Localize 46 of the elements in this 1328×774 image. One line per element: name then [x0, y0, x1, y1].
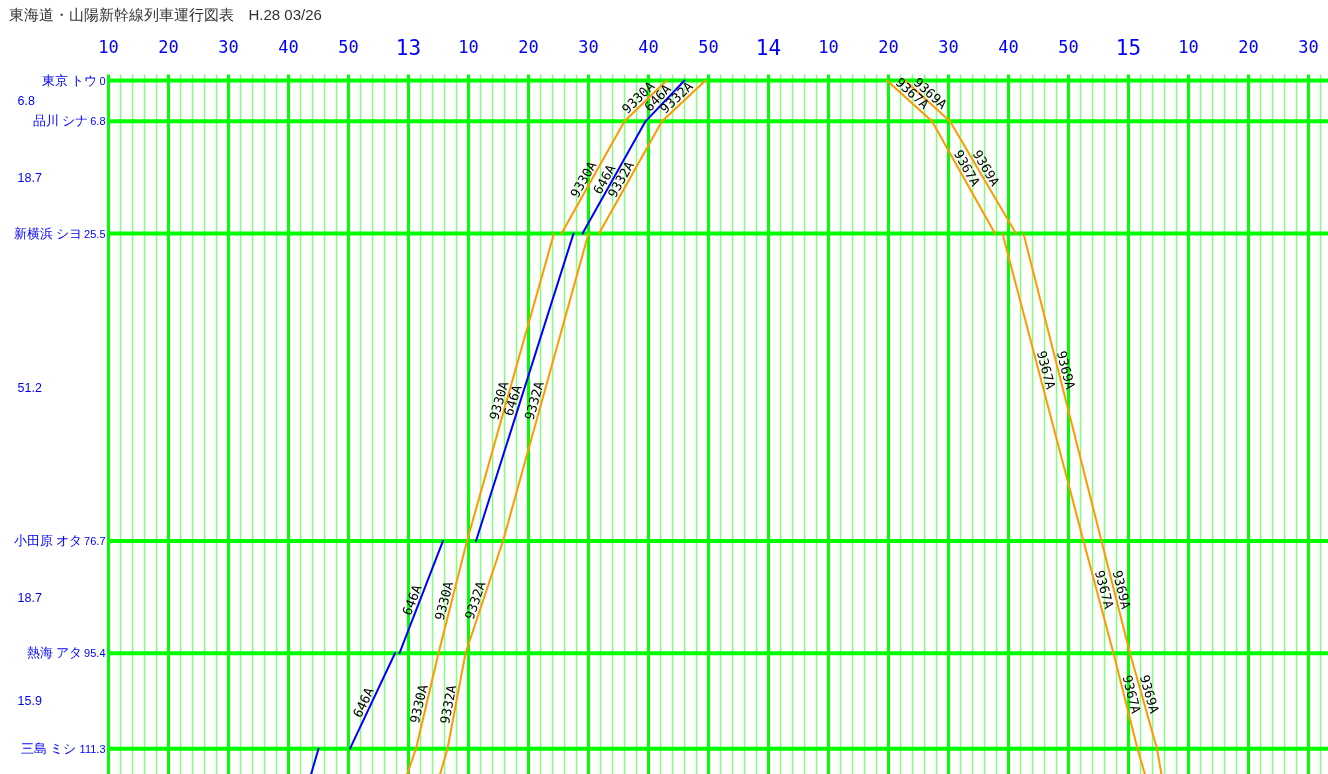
text: 18.7: [17, 590, 42, 605]
y-tick-label: 0: [99, 74, 106, 87]
y-tick-label: 76.7: [84, 534, 106, 547]
y-tick-label: 25.5: [84, 227, 106, 240]
x-tick-label: 30: [1298, 37, 1319, 57]
x-tick-label: 10: [1178, 37, 1199, 57]
text: 15.9: [17, 694, 42, 709]
text: 6.8: [17, 94, 35, 109]
ref-line-label: 小田原 オタ: [13, 533, 83, 548]
x-tick-label: 10: [98, 37, 119, 57]
text: 9332A: [437, 683, 460, 725]
chart-title: 東海道・山陽新幹線列車運行図表 H.28 03/26: [8, 6, 322, 23]
ref-line-label: 三島 ミシ: [20, 741, 76, 756]
x-tick-label: 30: [218, 37, 239, 57]
x-tick-label: 20: [1238, 37, 1259, 57]
x-tick-label: 10: [458, 37, 479, 57]
x-tick-label: 15: [1115, 35, 1142, 60]
text: 51.2: [17, 380, 42, 395]
y-tick-label: 111.3: [79, 742, 106, 755]
x-tick-label: 20: [878, 37, 899, 57]
ref-line-label: 東京 トウ: [41, 73, 98, 88]
x-tick-label: 40: [638, 37, 659, 57]
text: 9330A: [407, 683, 431, 725]
x-tick-label: 50: [698, 37, 719, 57]
x-tick-label: 14: [755, 35, 782, 60]
ref-line-label: 新横浜 シヨ: [13, 226, 83, 241]
x-tick-label: 50: [1058, 37, 1079, 57]
x-tick-label: 40: [998, 37, 1019, 57]
y-tick-label: 95.4: [84, 647, 106, 660]
text: 646A: [399, 582, 425, 618]
ref-line-label: 品川 シナ: [32, 114, 89, 129]
x-tick-label: 10: [818, 37, 839, 57]
ref-line-label: 熱海 アタ: [26, 646, 83, 661]
x-tick-label: 50: [338, 37, 359, 57]
x-tick-label: 20: [158, 37, 179, 57]
text: 9330A: [431, 580, 457, 622]
x-tick-label: 40: [278, 37, 299, 57]
text: 18.7: [17, 170, 42, 185]
text: 646A: [350, 685, 377, 720]
x-tick-label: 30: [938, 37, 959, 57]
x-tick-label: 13: [395, 35, 422, 60]
text: 9332A: [461, 579, 489, 622]
x-tick-label: 20: [518, 37, 539, 57]
y-tick-label: 6.8: [90, 115, 106, 128]
text: 9332A: [521, 379, 547, 422]
x-tick-label: 30: [578, 37, 599, 57]
